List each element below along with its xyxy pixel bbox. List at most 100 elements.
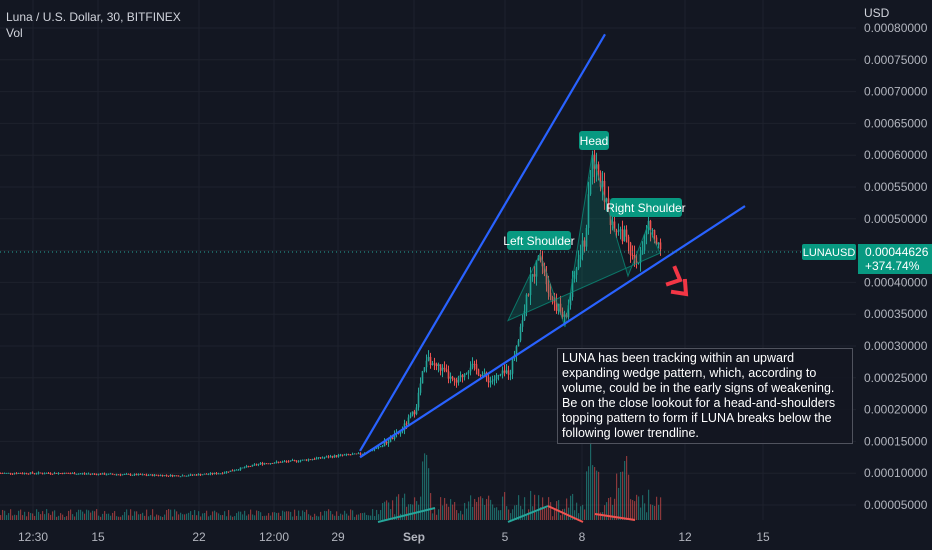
candle-body <box>67 473 70 474</box>
volume-bar <box>8 513 10 520</box>
candle-body <box>139 474 142 475</box>
volume-bar <box>352 510 354 520</box>
candle-body <box>111 473 114 475</box>
volume-bar <box>450 499 452 520</box>
volume-bar <box>516 504 518 520</box>
x-tick-label: 12 <box>678 530 692 544</box>
candle-body <box>135 474 138 476</box>
candle-body <box>515 346 518 356</box>
candle-body <box>643 234 646 251</box>
volume-bar <box>370 515 372 520</box>
volume-bar <box>230 515 232 520</box>
volume-bar <box>66 516 68 520</box>
candle-body <box>203 473 206 475</box>
hs-pattern-area <box>506 155 661 328</box>
candle-body <box>361 453 364 455</box>
candle-body <box>57 473 60 474</box>
volume-bar <box>504 492 506 520</box>
candle-body <box>419 383 422 393</box>
candle-body <box>121 474 124 476</box>
volume-bar <box>540 507 542 520</box>
candle-body <box>151 474 154 476</box>
volume-bar <box>116 516 118 520</box>
volume-bar <box>552 516 554 520</box>
candle-body <box>59 473 62 474</box>
volume-bar <box>508 509 510 520</box>
volume-bar <box>64 516 66 520</box>
volume-bar <box>256 510 258 520</box>
trendlines[interactable] <box>359 33 746 523</box>
candle-body <box>623 229 626 242</box>
volume-bar <box>604 505 606 520</box>
volume-bar <box>146 509 148 520</box>
volume-bar <box>442 505 444 520</box>
candle-body <box>333 455 336 458</box>
candle-body <box>541 260 544 267</box>
candle-body <box>655 237 658 245</box>
candle-body <box>535 260 538 277</box>
candle-body <box>101 473 104 475</box>
candle-body <box>507 370 510 375</box>
candle-body <box>321 457 324 459</box>
volume-bar <box>254 515 256 520</box>
volume-bar <box>226 516 228 520</box>
x-tick-label: 12:00 <box>259 530 289 544</box>
candle-body <box>521 320 524 327</box>
y-tick-label: 0.00055000 <box>864 180 928 194</box>
annotation-textbox[interactable]: LUNA has been tracking within an upward … <box>557 348 853 444</box>
volume-bar <box>24 511 26 520</box>
volume-bar <box>318 516 320 520</box>
volume-bar <box>654 505 656 520</box>
candle-body <box>23 473 26 474</box>
candle-body <box>493 379 496 381</box>
candle-body <box>241 467 244 469</box>
volume-bar <box>212 511 214 520</box>
candle-body <box>553 300 556 303</box>
volume-bar <box>348 515 350 520</box>
volume-bar <box>260 512 262 520</box>
pattern-label: Left Shoulder <box>503 234 574 248</box>
volume-bar <box>632 500 634 520</box>
candle-body <box>31 472 34 474</box>
volume-bar <box>20 509 22 520</box>
candle-body <box>543 266 546 273</box>
volume-bar <box>222 515 224 520</box>
candle-body <box>1 473 4 475</box>
candle-body <box>607 198 610 210</box>
y-tick-label: 0.00080000 <box>864 21 928 35</box>
volume-bar <box>278 512 280 520</box>
volume-bar <box>158 515 160 520</box>
volume-bar <box>600 512 602 520</box>
pattern-labels[interactable]: Left Shoulder Head Right Shoulder <box>503 131 686 250</box>
volume-bar <box>626 456 628 520</box>
time-axis[interactable]: 12:30 15 22 12:00 29 Sep 5 8 12 15 <box>18 530 770 544</box>
candle-body <box>137 474 140 476</box>
candle-body <box>213 473 216 475</box>
candle-body <box>299 460 302 462</box>
candle-body <box>387 442 390 444</box>
candle-body <box>567 305 570 318</box>
volume-bar <box>446 503 448 520</box>
volume-bar <box>84 513 86 520</box>
volume-bar <box>526 514 528 520</box>
candle-body <box>221 473 224 475</box>
candle-body <box>627 236 630 243</box>
volume-bar <box>368 515 370 520</box>
candle-body <box>173 475 176 477</box>
volume-bar <box>464 502 466 520</box>
volume-bar <box>576 502 578 520</box>
volume-bar <box>342 514 344 520</box>
candle-body <box>153 474 156 476</box>
candle-body <box>413 411 416 415</box>
volume-bar <box>16 515 18 520</box>
candle-body <box>465 373 468 375</box>
volume-indicator-label[interactable]: Vol <box>6 26 23 40</box>
price-tag-bg <box>858 244 932 274</box>
volume-bar <box>136 511 138 520</box>
volume-bar <box>238 511 240 520</box>
symbol-title[interactable]: Luna / U.S. Dollar, 30, BITFINEX <box>6 10 181 24</box>
y-tick-label: 0.00030000 <box>864 339 928 353</box>
candle-body <box>531 274 534 277</box>
volume-bar <box>162 516 164 520</box>
